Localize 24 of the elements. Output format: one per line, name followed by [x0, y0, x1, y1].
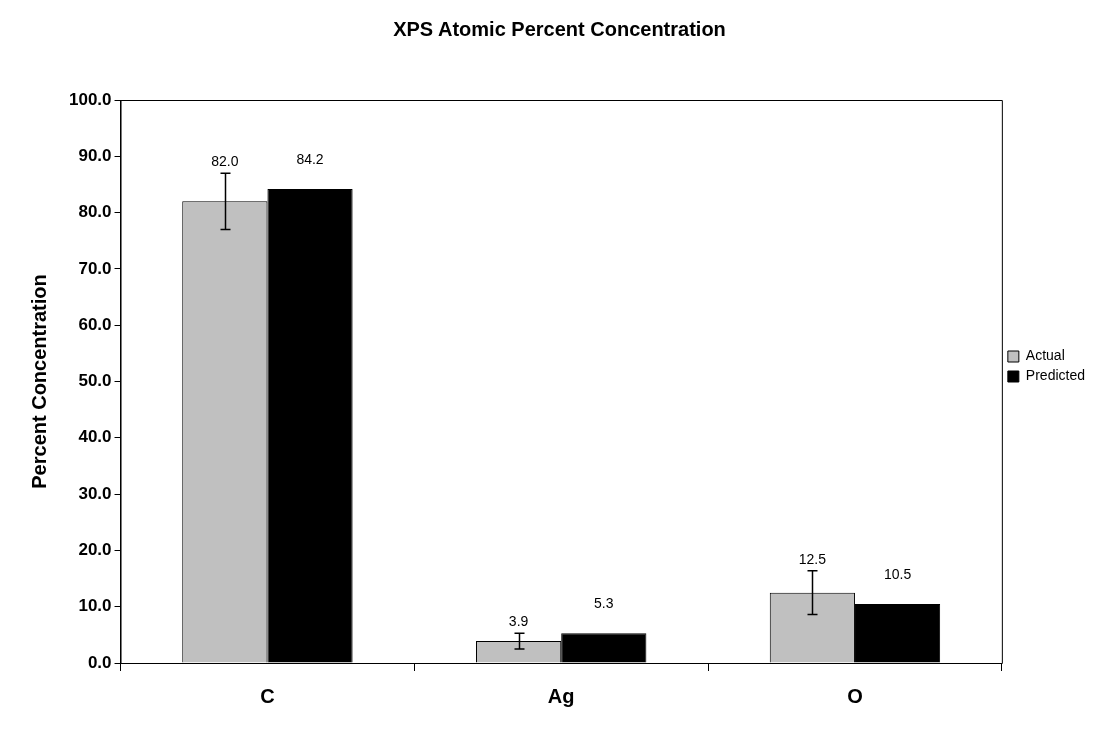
data-label: 3.9 [508, 613, 529, 630]
legend-label: Predicted [1025, 367, 1086, 384]
data-label: 10.5 [883, 565, 912, 582]
y-tick-label: 70.0 [78, 258, 112, 278]
data-label: 12.5 [798, 550, 827, 567]
y-tick-label: 60.0 [78, 314, 112, 334]
legend-label: Actual [1025, 347, 1065, 364]
chart-title: XPS Atomic Percent Concentration [393, 17, 726, 40]
x-tick-label: O [847, 684, 863, 707]
y-tick-label: 100.0 [68, 89, 112, 109]
data-label: 5.3 [594, 595, 614, 612]
x-tick-label: Ag [547, 684, 575, 707]
y-tick-label: 40.0 [78, 427, 112, 447]
y-axis-title: Percent Concentration [27, 274, 50, 489]
y-tick-label: 0.0 [87, 652, 112, 672]
data-label: 84.2 [296, 150, 324, 167]
data-label: 82.0 [211, 153, 239, 170]
y-tick-label: 20.0 [78, 540, 112, 560]
y-tick-label: 50.0 [78, 371, 112, 391]
y-tick-label: 80.0 [78, 202, 112, 222]
y-tick-label: 90.0 [78, 145, 112, 165]
y-tick-label: 30.0 [78, 483, 112, 503]
y-tick-label: 10.0 [78, 596, 112, 616]
x-tick-label: C [260, 684, 275, 707]
